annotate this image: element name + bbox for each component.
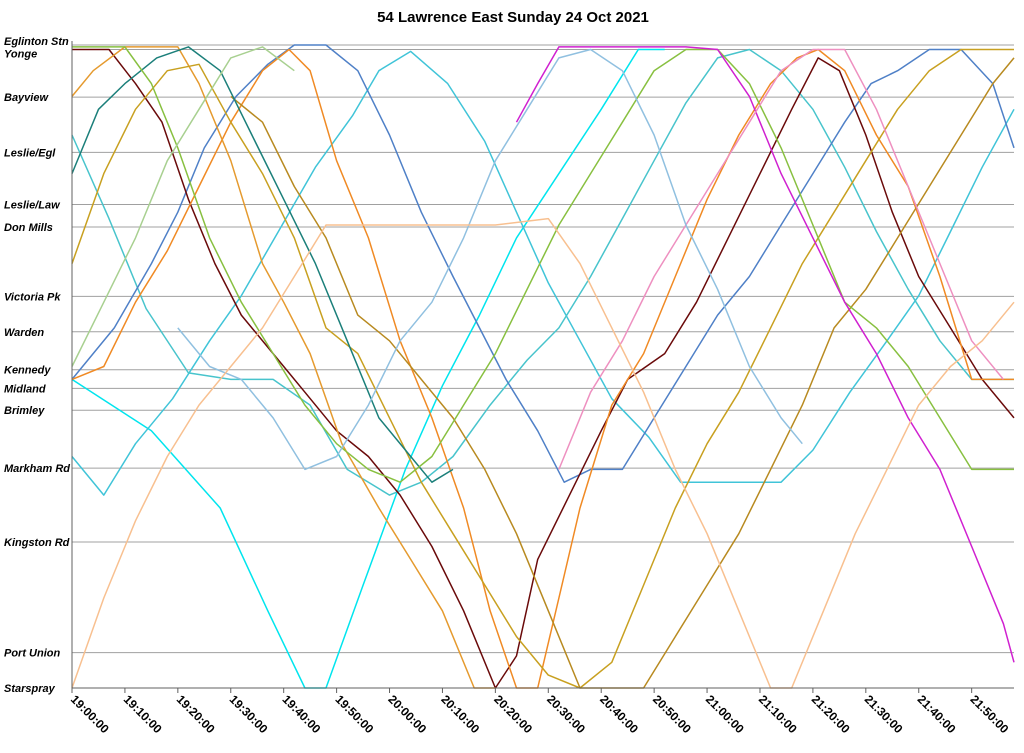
chart-title: 54 Lawrence East Sunday 24 Oct 2021 — [377, 9, 649, 26]
stop-label: Don Mills — [4, 222, 53, 234]
gridlines — [72, 44, 1014, 689]
stop-label: Kennedy — [4, 365, 51, 377]
trip-line-9 — [71, 46, 454, 483]
stop-label: Port Union — [4, 648, 60, 660]
trip-line-14 — [177, 48, 803, 471]
stop-label: Kingston Rd — [4, 537, 70, 549]
trip-line-15 — [71, 217, 1015, 689]
stop-label: Leslie/Law — [4, 199, 61, 211]
trip-line-12 — [515, 46, 1015, 663]
trip-line-7 — [71, 48, 1014, 689]
trip-line-4 — [72, 48, 1015, 689]
stop-label: Starspray — [4, 683, 56, 695]
stop-label: Leslie/Egl — [4, 147, 56, 159]
trip-lines — [71, 44, 1015, 689]
trip-line-0 — [71, 48, 665, 689]
stop-label: Eglinton Stn — [4, 36, 69, 48]
trip-line-13 — [558, 48, 1004, 470]
trip-line-10 — [72, 46, 1014, 483]
stop-label: Warden — [4, 327, 44, 339]
trip-line-6 — [71, 46, 496, 689]
trip-line-1 — [71, 50, 1015, 496]
trip-line-11 — [71, 46, 295, 367]
stop-label: Yonge — [4, 49, 37, 61]
trip-line-2 — [71, 48, 1014, 496]
stop-label: Victoria Pk — [4, 291, 61, 303]
stop-label: Markham Rd — [4, 463, 70, 475]
stop-label: Brimley — [4, 405, 45, 417]
stop-label: Bayview — [4, 92, 49, 104]
stop-label: Midland — [4, 383, 46, 395]
